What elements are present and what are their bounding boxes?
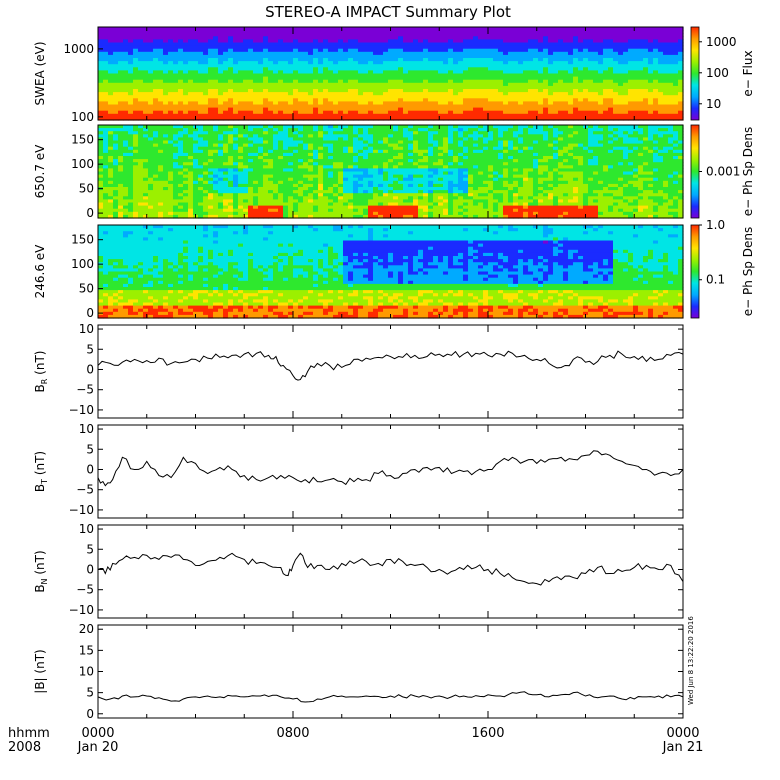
ytick-label: 0 (86, 306, 94, 320)
y-axis-label: SWEA (eV) (33, 41, 47, 105)
ytick-label: −10 (69, 503, 94, 517)
colorbar (690, 124, 700, 219)
ytick-label: 0 (86, 462, 94, 476)
ytick-label: 5 (86, 686, 94, 700)
y-axis-label: 650.7 eV (33, 144, 47, 199)
colorbar-tick-label: 10 (706, 97, 721, 111)
xtick-date-label: Jan 20 (77, 740, 119, 755)
panel-5: 10 5 0 −5 −10 BT (nT) (33, 422, 684, 519)
series-line (97, 552, 684, 586)
plot-title: STEREO-A IMPACT Summary Plot (265, 3, 511, 21)
panel-7: 20 15 10 5 0 |B| (nT) (33, 622, 684, 721)
y-axis-label: BR (nT) (33, 351, 49, 393)
ytick-label: 0 (86, 362, 94, 376)
ytick-label: 5 (86, 342, 94, 356)
colorbar-tick-label: 0.001 (706, 165, 740, 179)
colorbar-label: e− Flux (741, 50, 755, 96)
ytick-label: 100 (71, 157, 94, 171)
panel-frame (97, 524, 684, 619)
ytick-label: −5 (76, 383, 94, 397)
ytick-label: 10 (79, 665, 94, 679)
y-axis-label: |B| (nT) (33, 649, 47, 693)
ytick-label: 100 (71, 110, 94, 124)
time-axis-row1-label: hhmm (8, 726, 50, 741)
panel-frame (97, 424, 684, 519)
panel-1: 1000 100 SWEA (eV) 1000 100 10 e− Flux (33, 26, 755, 124)
colorbar-label: e− Ph Sp Dens (741, 227, 755, 316)
xtick-time-label: 0000 (81, 726, 114, 741)
spectrogram-2 (98, 125, 684, 219)
y-axis-label: BT (nT) (33, 451, 49, 492)
timestamp-stamp: Wed Jun 8 13:22:20 2016 (687, 616, 695, 705)
ytick-label: 20 (79, 622, 94, 636)
xtick-date-label: Jan 21 (662, 740, 704, 755)
colorbar-tick-label: 0.1 (706, 273, 725, 287)
colorbar (690, 224, 700, 319)
xtick-time-label: 1600 (471, 726, 504, 741)
ytick-label: 0 (86, 707, 94, 721)
ytick-label: 10 (79, 322, 94, 336)
ytick-label: 50 (79, 282, 94, 296)
ytick-label: 5 (86, 442, 94, 456)
ytick-label: −5 (76, 583, 94, 597)
y-axis-label: BN (nT) (33, 550, 49, 592)
colorbar-tick-label: 100 (706, 66, 729, 80)
ytick-label: 50 (79, 182, 94, 196)
xtick-time-label: 0000 (666, 726, 699, 741)
colorbar (690, 26, 700, 121)
spectrogram-1 (98, 27, 684, 121)
ytick-label: −5 (76, 483, 94, 497)
panel-3: 150 100 50 0 246.6 eV 1.0 0.1 e− Ph Sp Dens (33, 218, 755, 320)
panel-2: 150 100 50 0 650.7 eV 0.001 e− Ph Sp Dens (33, 124, 755, 220)
colorbar-label: e− Ph Sp Dens (741, 127, 755, 216)
ytick-label: 150 (71, 133, 94, 147)
panel-frame (97, 324, 684, 419)
panel-6: 10 5 0 −5 −10 BN (nT) (33, 522, 684, 619)
panel-4: 10 5 0 −5 −10 BR (nT) (33, 322, 684, 419)
series-line (97, 350, 684, 381)
ytick-label: 0 (86, 562, 94, 576)
ytick-label: 1000 (63, 42, 94, 56)
ytick-label: 15 (79, 643, 94, 657)
ytick-label: 10 (79, 422, 94, 436)
panel-frame (97, 624, 684, 719)
series-line (97, 691, 684, 703)
spectrogram-3 (98, 225, 684, 319)
xtick-time-label: 0800 (276, 726, 309, 741)
ytick-label: 5 (86, 542, 94, 556)
time-axis-row2-label: 2008 (8, 740, 41, 755)
series-line (97, 450, 684, 487)
ytick-label: 150 (71, 233, 94, 247)
y-axis-label: 246.6 eV (33, 244, 47, 299)
ytick-label: 10 (79, 522, 94, 536)
ytick-label: 100 (71, 257, 94, 271)
ytick-label: −10 (69, 603, 94, 617)
colorbar-tick-label: 1.0 (706, 218, 725, 232)
ytick-label: −10 (69, 403, 94, 417)
ytick-label: 0 (86, 206, 94, 220)
colorbar-tick-label: 1000 (706, 35, 737, 49)
